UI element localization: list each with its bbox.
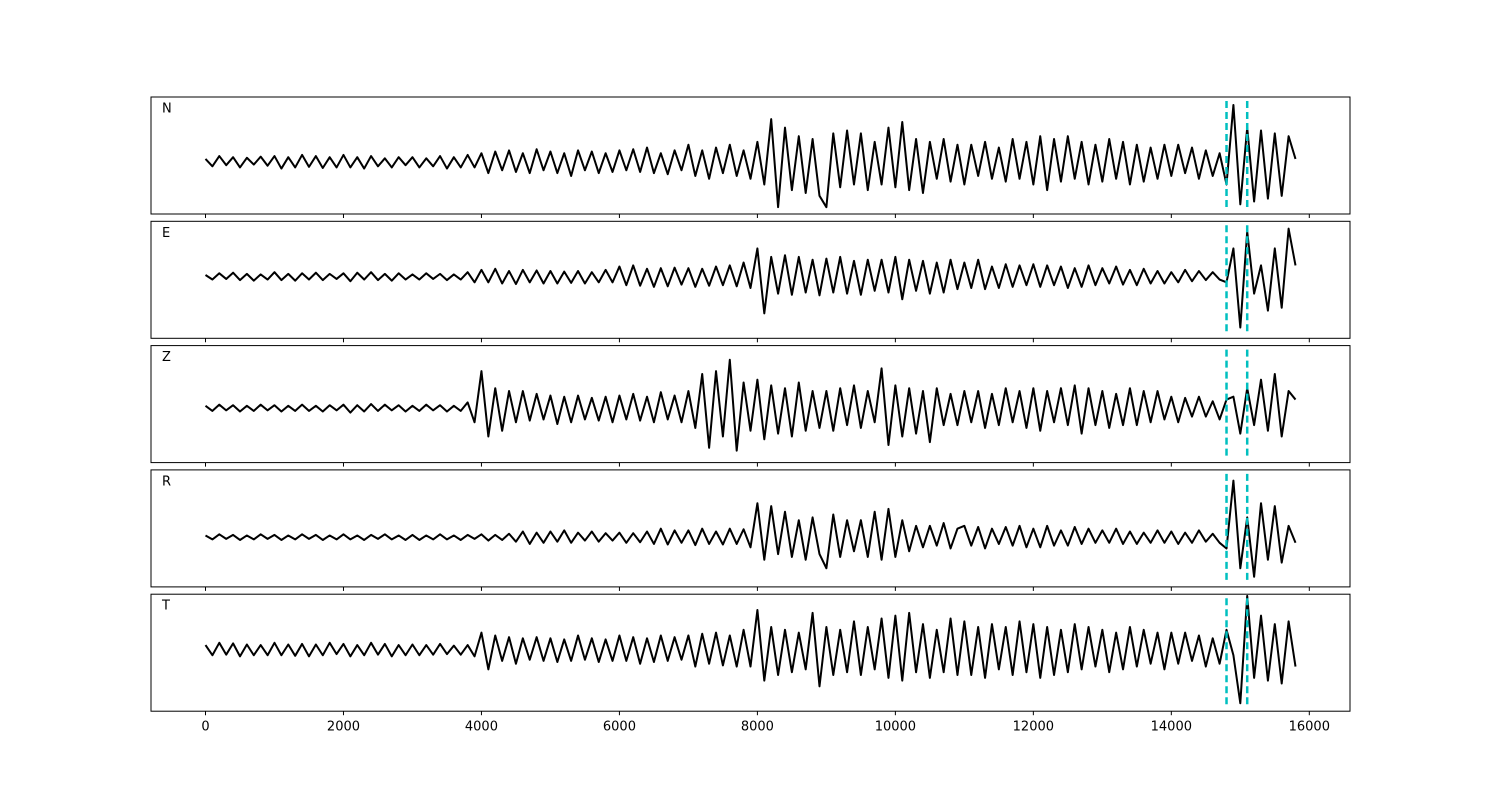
x-tick-label: 10000: [875, 720, 916, 735]
panel-frame: [150, 96, 1351, 215]
trace: [204, 103, 1297, 209]
panel-frame: [150, 345, 1351, 464]
x-tick-label: 0: [201, 720, 209, 735]
x-tick-label: 16000: [1289, 720, 1330, 735]
panel-label: N: [162, 102, 172, 117]
panel-label: Z: [162, 350, 171, 365]
x-tick-label: 2000: [327, 720, 360, 735]
x-tick-label: 4000: [465, 720, 498, 735]
panel-frame: [150, 220, 1351, 339]
x-tick-label: 6000: [603, 720, 636, 735]
x-tick-label: 12000: [1013, 720, 1054, 735]
panel-label: E: [162, 226, 170, 241]
x-tick-label: 14000: [1151, 720, 1192, 735]
panel-frame: [150, 469, 1351, 588]
panel-label: R: [162, 474, 171, 489]
panel-label: T: [161, 599, 170, 614]
panel-frame: [150, 593, 1351, 712]
x-tick-label: 8000: [741, 720, 774, 735]
trace: [205, 479, 1297, 578]
trace: [204, 358, 1297, 452]
trace: [204, 227, 1297, 329]
trace: [204, 594, 1297, 705]
